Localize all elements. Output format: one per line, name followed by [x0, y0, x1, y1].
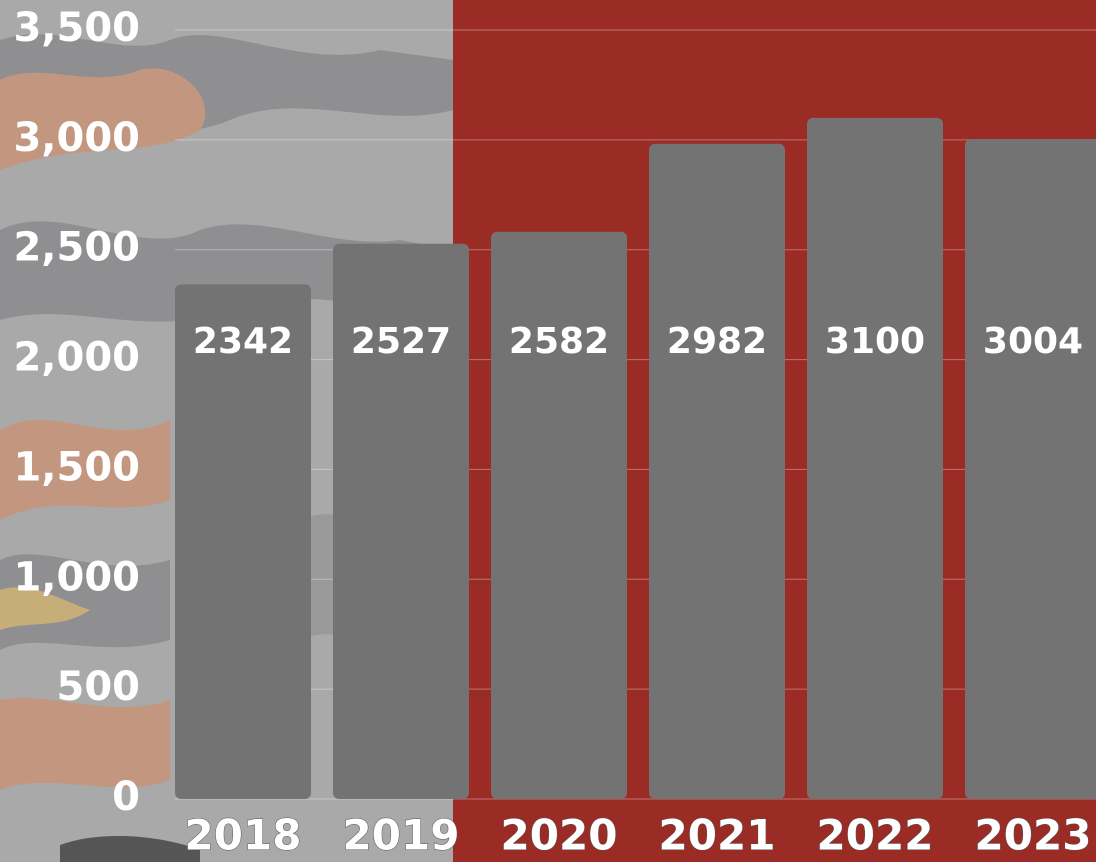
data-label: 3004 [983, 321, 1083, 362]
y-tick-label: 500 [57, 664, 141, 710]
data-label: 2527 [351, 321, 451, 362]
y-tick-label: 2,000 [13, 335, 140, 381]
y-tick-label: 1,000 [13, 554, 140, 600]
x-tick-label: 2019 [343, 811, 460, 860]
y-tick-label: 1,500 [13, 444, 140, 490]
x-tick-label: 2022 [817, 811, 934, 860]
x-tick-label: 2023 [975, 811, 1092, 860]
y-tick-label: 2,500 [13, 225, 140, 271]
chart: 0 500 1,000 1,500 2,000 2,500 3,000 3,500 2342 20… [0, 0, 1096, 862]
bar [807, 118, 943, 799]
y-tick-label: 0 [112, 774, 140, 820]
bar [965, 139, 1096, 799]
y-tick-label: 3,000 [13, 115, 140, 161]
x-tick-label: 2018 [185, 811, 302, 860]
x-tick-label: 2021 [659, 811, 776, 860]
bar [649, 144, 785, 799]
data-label: 2982 [667, 321, 767, 362]
data-label: 2582 [509, 321, 609, 362]
bar [491, 232, 627, 799]
y-tick-label: 3,500 [13, 5, 140, 51]
x-tick-label: 2020 [501, 811, 618, 860]
data-label: 2342 [193, 321, 293, 362]
data-label: 3100 [825, 321, 925, 362]
